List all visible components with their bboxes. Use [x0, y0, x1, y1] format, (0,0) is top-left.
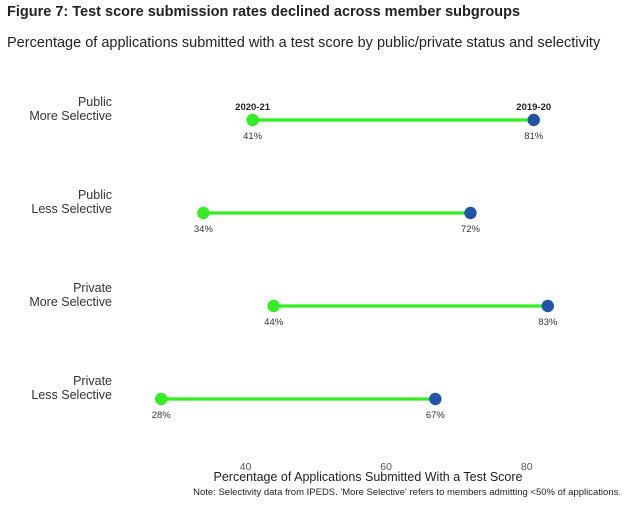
- category-label-line1: Public: [78, 188, 112, 202]
- point-2020-21: [155, 392, 168, 406]
- footnote: Note: Selectivity data from IPEDS. 'More…: [193, 487, 621, 498]
- point-2019-20: [429, 392, 442, 406]
- category-label-line1: Private: [73, 281, 112, 295]
- value-label-2019-20: 81%: [524, 131, 544, 142]
- point-2020-21: [197, 206, 210, 220]
- chart-title: Figure 7: Test score submission rates de…: [7, 4, 521, 20]
- series-label-2019-20: 2019-20: [516, 102, 551, 113]
- value-label-2019-20: 83%: [538, 317, 558, 328]
- value-label-2020-21: 34%: [194, 224, 214, 235]
- x-tick-label: 60: [380, 461, 392, 473]
- point-2019-20: [541, 299, 554, 313]
- category-label-line2: More Selective: [29, 295, 112, 309]
- x-axis-title: Percentage of Applications Submitted Wit…: [214, 470, 523, 484]
- value-label-2020-21: 44%: [264, 317, 284, 328]
- point-2020-21: [246, 113, 259, 127]
- value-label-2020-21: 41%: [243, 131, 263, 142]
- category-label-line2: Less Selective: [31, 202, 112, 216]
- x-tick-label: 40: [240, 461, 252, 473]
- chart-subtitle: Percentage of applications submitted wit…: [7, 35, 601, 51]
- value-label-2019-20: 72%: [461, 224, 481, 235]
- category-label-line2: Less Selective: [31, 388, 112, 402]
- point-2019-20: [464, 206, 477, 220]
- category-label-line1: Public: [78, 95, 112, 109]
- category-label-line2: More Selective: [29, 109, 112, 123]
- x-tick-label: 80: [521, 461, 533, 473]
- category-label-line1: Private: [73, 374, 112, 388]
- point-2020-21: [267, 299, 280, 313]
- point-2019-20: [527, 113, 540, 127]
- series-label-2020-21: 2020-21: [235, 102, 271, 113]
- value-label-2019-20: 67%: [426, 410, 446, 421]
- value-label-2020-21: 28%: [152, 410, 172, 421]
